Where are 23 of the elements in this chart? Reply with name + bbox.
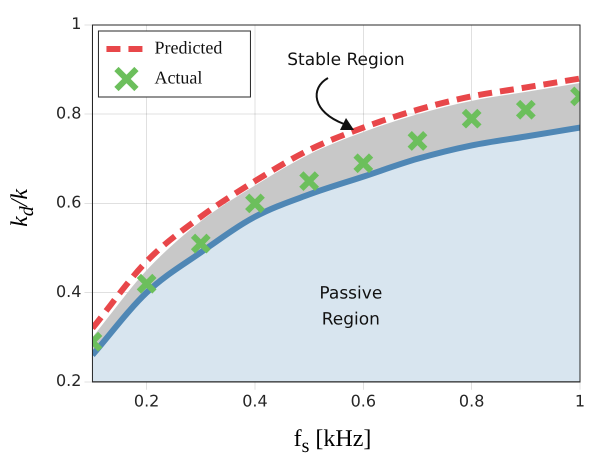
x-tick-label: 0.4 [242,392,268,411]
point [352,152,374,174]
x-tick-label: 1 [574,392,586,411]
point [136,272,158,294]
x-tick-label: 0.8 [458,392,484,411]
point [190,232,212,254]
y-tick-label: 0.4 [56,282,82,301]
x-tick-label: 0.2 [134,392,160,411]
point [515,98,537,121]
legend-label: Actual [154,68,202,88]
y-tick-label: 0.8 [56,103,82,122]
y-tick-label: 0.6 [56,192,82,212]
point [244,192,266,214]
x-tick-label: 0.6 [350,392,376,411]
y-tick-label: 1 [71,14,82,34]
point [406,130,428,152]
y-tick-label: 0.2 [56,370,82,390]
annotation: Passive Region [319,283,382,330]
annotation: Stable Region [287,50,405,70]
point [460,108,482,130]
legend-label: Predicted [154,38,222,58]
point [298,170,320,192]
x-axis-title: f$_{s}$ [kHz] [292,426,372,458]
